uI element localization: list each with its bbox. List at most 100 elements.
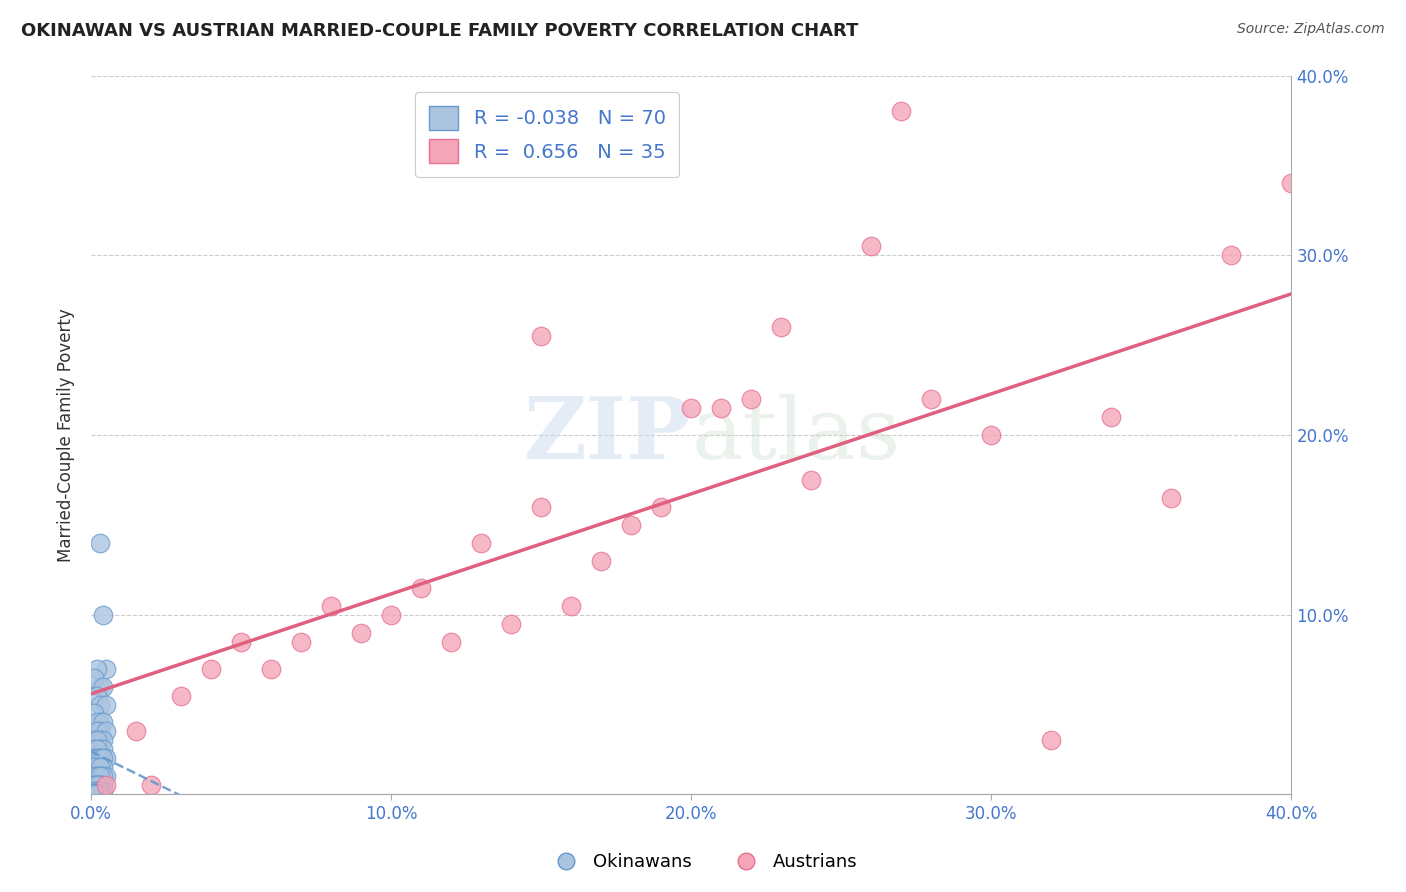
Point — [440, 634, 463, 648]
Point — [83, 788, 105, 802]
Point — [141, 778, 163, 792]
Point — [96, 751, 118, 765]
Point — [89, 760, 111, 774]
Text: ZIP: ZIP — [523, 393, 692, 477]
Legend: R = -0.038   N = 70, R =  0.656   N = 35: R = -0.038 N = 70, R = 0.656 N = 35 — [415, 93, 679, 177]
Point — [620, 517, 643, 532]
Point — [200, 662, 222, 676]
Point — [86, 778, 108, 792]
Point — [91, 751, 114, 765]
Point — [86, 733, 108, 747]
Point — [1040, 733, 1063, 747]
Point — [321, 599, 343, 613]
Point — [231, 634, 253, 648]
Point — [91, 778, 114, 792]
Point — [89, 778, 111, 792]
Point — [83, 742, 105, 756]
Text: OKINAWAN VS AUSTRIAN MARRIED-COUPLE FAMILY POVERTY CORRELATION CHART: OKINAWAN VS AUSTRIAN MARRIED-COUPLE FAMI… — [21, 22, 859, 40]
Point — [260, 662, 283, 676]
Point — [91, 760, 114, 774]
Point — [1099, 409, 1122, 424]
Point — [91, 784, 114, 798]
Point — [890, 104, 912, 119]
Point — [83, 769, 105, 783]
Point — [86, 788, 108, 802]
Point — [89, 715, 111, 730]
Point — [89, 778, 111, 792]
Point — [800, 473, 823, 487]
Point — [681, 401, 703, 415]
Point — [411, 581, 433, 595]
Point — [170, 689, 193, 703]
Y-axis label: Married-Couple Family Poverty: Married-Couple Family Poverty — [58, 308, 75, 562]
Point — [89, 733, 111, 747]
Point — [86, 769, 108, 783]
Point — [89, 535, 111, 549]
Point — [91, 680, 114, 694]
Point — [1281, 177, 1303, 191]
Point — [89, 784, 111, 798]
Point — [86, 662, 108, 676]
Point — [83, 788, 105, 802]
Point — [86, 788, 108, 802]
Point — [83, 788, 105, 802]
Point — [591, 554, 613, 568]
Point — [89, 742, 111, 756]
Point — [83, 671, 105, 685]
Point — [770, 320, 793, 334]
Point — [89, 788, 111, 802]
Point — [83, 788, 105, 802]
Point — [89, 751, 111, 765]
Point — [83, 760, 105, 774]
Point — [530, 329, 553, 343]
Point — [86, 778, 108, 792]
Point — [86, 715, 108, 730]
Point — [96, 778, 118, 792]
Point — [290, 634, 312, 648]
Point — [83, 751, 105, 765]
Point — [86, 751, 108, 765]
Point — [83, 778, 105, 792]
Point — [980, 428, 1002, 442]
Point — [86, 788, 108, 802]
Point — [86, 784, 108, 798]
Point — [89, 788, 111, 802]
Point — [1160, 491, 1182, 505]
Point — [89, 724, 111, 739]
Point — [83, 784, 105, 798]
Point — [470, 535, 492, 549]
Point — [350, 625, 373, 640]
Point — [91, 769, 114, 783]
Point — [89, 784, 111, 798]
Point — [83, 733, 105, 747]
Point — [740, 392, 762, 406]
Point — [86, 788, 108, 802]
Point — [501, 616, 523, 631]
Point — [1220, 248, 1243, 262]
Point — [86, 742, 108, 756]
Point — [89, 680, 111, 694]
Point — [83, 788, 105, 802]
Point — [89, 769, 111, 783]
Point — [89, 698, 111, 712]
Point — [89, 769, 111, 783]
Point — [86, 769, 108, 783]
Point — [530, 500, 553, 514]
Point — [380, 607, 402, 622]
Point — [91, 742, 114, 756]
Point — [91, 715, 114, 730]
Point — [125, 724, 148, 739]
Text: atlas: atlas — [692, 393, 900, 476]
Point — [89, 788, 111, 802]
Point — [86, 778, 108, 792]
Point — [96, 662, 118, 676]
Point — [650, 500, 672, 514]
Point — [91, 733, 114, 747]
Point — [91, 607, 114, 622]
Point — [710, 401, 733, 415]
Point — [86, 760, 108, 774]
Point — [86, 689, 108, 703]
Point — [860, 239, 883, 253]
Point — [83, 706, 105, 721]
Point — [96, 698, 118, 712]
